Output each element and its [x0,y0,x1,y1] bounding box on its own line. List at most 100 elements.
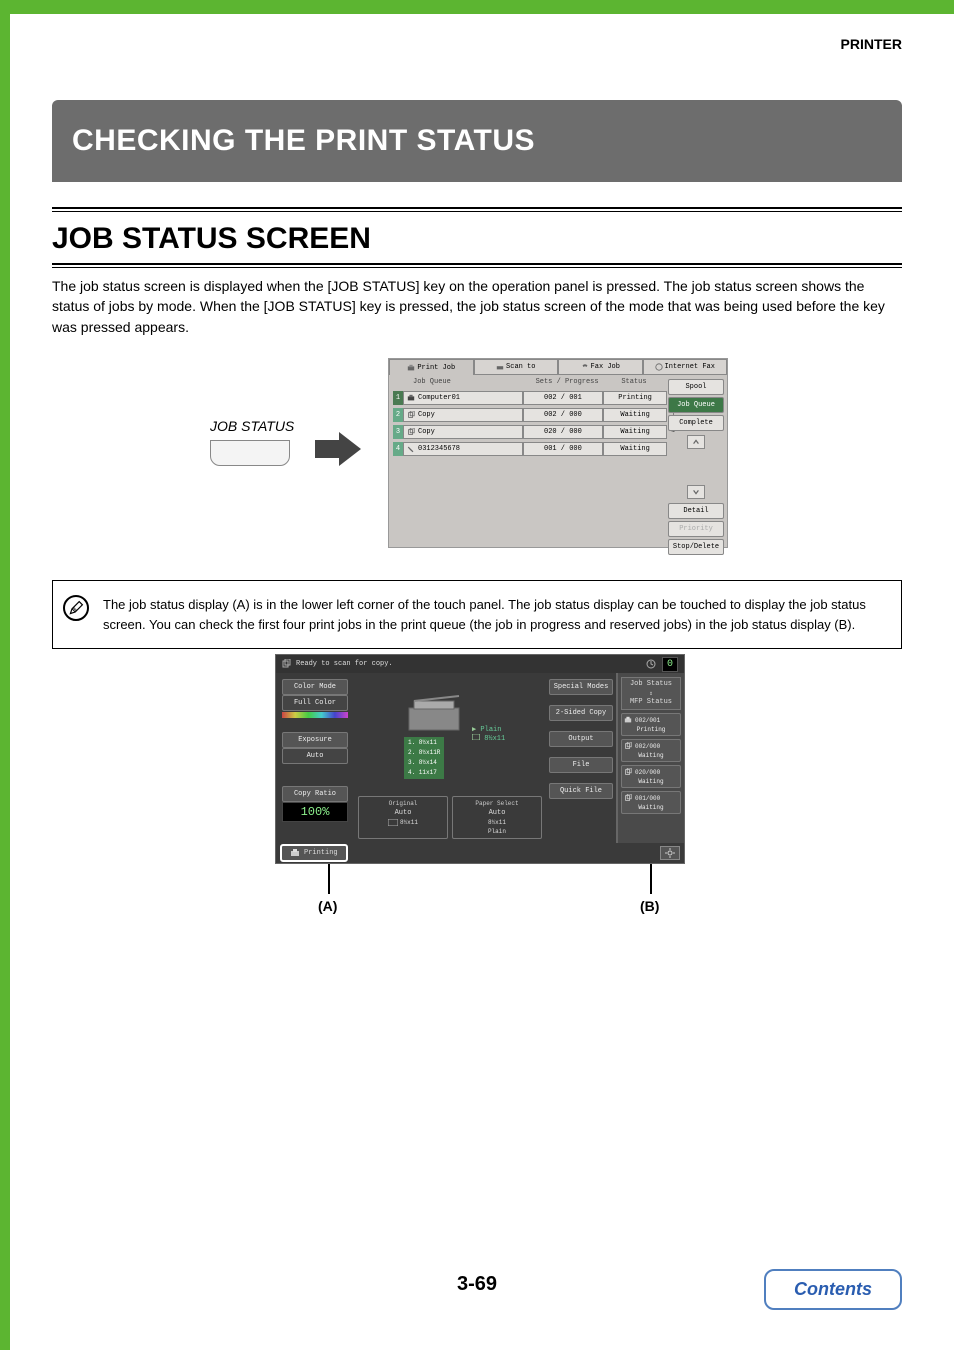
row-num: 2 [393,408,403,422]
detail-button[interactable]: Detail [668,503,724,519]
col-job-queue: Job Queue [393,378,529,386]
brightness-button[interactable] [660,846,680,860]
globe-icon [655,363,663,371]
original-value: Auto [395,809,412,817]
row-num: 4 [393,442,403,456]
tabs-row: Print Job Scan to Fax Job Internet Fax [389,359,727,375]
row-status: Waiting [603,442,667,456]
main-title-box: CHECKING THE PRINT STATUS [52,100,902,182]
mini-prog: 020/000 [635,769,660,776]
paper-buttons-row: Original Auto 8½x11 Paper Select Auto 8½… [358,796,542,839]
scroll-up-button[interactable] [687,435,705,449]
ready-text: Ready to scan for copy. [296,660,393,668]
row-name-text: Computer01 [418,392,460,404]
job-row-2[interactable]: 2 Copy 002 / 000 Waiting [393,407,667,423]
callout-a-label: (A) [318,898,337,914]
mini-stat: Printing [624,726,678,733]
special-modes-button[interactable]: Special Modes [549,679,613,695]
subtitle: JOB STATUS SCREEN [52,222,371,256]
chevron-up-icon [692,438,700,446]
row-progress: 001 / 000 [523,442,604,456]
row-name: Copy [403,408,523,422]
row-name-text: Copy [418,409,435,421]
copy-icon [407,411,415,419]
job-status-label: Job Status [622,680,680,689]
tab-scan-to[interactable]: Scan to [474,359,559,375]
quick-file-button[interactable]: Quick File [549,783,613,799]
paper-value: Auto [489,809,506,817]
row-progress: 002 / 001 [523,391,604,405]
copier-icon [404,693,464,733]
contents-button[interactable]: Contents [764,1269,902,1310]
cp-left-column: Color Mode Full Color Exposure Auto Copy… [276,673,354,843]
cp-top-left: Ready to scan for copy. [282,659,393,669]
phone-icon [407,445,415,453]
mfp-status-label: MFP Status [622,698,680,707]
two-sided-button[interactable]: 2-Sided Copy [549,705,613,721]
copy-ratio-group[interactable]: Copy Ratio 100% [282,786,348,822]
pencil-icon [68,600,84,616]
note-box: The job status display (A) is in the low… [52,580,902,649]
job-status-header[interactable]: Job Status ⇕ MFP Status [621,677,681,710]
mini-stat: Waiting [624,752,678,759]
row-status: Waiting [603,425,667,439]
column-headers: Job Queue Sets / Progress Status [389,375,667,389]
scroll-down-button[interactable] [687,485,705,499]
paper-icon [388,819,398,826]
file-button[interactable]: File [549,757,613,773]
mini-status-4[interactable]: 001/000 Waiting [621,791,681,814]
mini-status-2[interactable]: 002/000 Waiting [621,739,681,762]
row-name-text: Copy [418,426,435,438]
chevron-down-icon [692,488,700,496]
tab-label: Print Job [417,364,455,372]
priority-button[interactable]: Priority [668,521,724,537]
exposure-group[interactable]: Exposure Auto [282,732,348,764]
callout-b-label: (B) [640,898,659,914]
row-name-text: 0312345678 [418,443,460,455]
tab-internet-fax[interactable]: Internet Fax [643,359,728,375]
intro-paragraph: The job status screen is displayed when … [52,276,902,337]
size-text: 8½x11 [484,735,505,743]
job-row-1[interactable]: 1 Computer01 002 / 001 Printing [393,390,667,406]
rule-top [52,207,902,212]
copy-icon [624,794,632,802]
stop-delete-button[interactable]: Stop/Delete [668,539,724,555]
tab-fax-job[interactable]: Fax Job [558,359,643,375]
full-color-value: Full Color [282,695,348,711]
paper-select-label: Paper Select [456,800,538,807]
cp-bottom-bar: Printing [276,843,684,863]
job-status-sidebar: Job Status ⇕ MFP Status 002/001 Printing… [616,673,684,843]
job-queue-button[interactable]: Job Queue [668,397,724,413]
job-row-3[interactable]: 3 Copy 020 / 000 Waiting [393,424,667,440]
original-sub: 8½x11 [400,819,418,826]
arrow-head [339,432,361,466]
mini-stat: Waiting [624,804,678,811]
callout-a-line [328,864,330,894]
complete-button[interactable]: Complete [668,415,724,431]
spool-button[interactable]: Spool [668,379,724,395]
printer-icon [624,716,632,724]
tab-label: Scan to [506,363,535,371]
row-name: Copy [403,425,523,439]
cp-right-buttons: Special Modes 2-Sided Copy Output File Q… [546,673,616,843]
copy-ratio-button: Copy Ratio [282,786,348,802]
color-mode-group[interactable]: Color Mode Full Color [282,679,348,718]
tray-list: 1. 8½x11 2. 8½x11R 3. 8½x14 4. 11x17 [404,737,444,779]
output-button[interactable]: Output [549,731,613,747]
job-row-4[interactable]: 4 0312345678 001 / 000 Waiting [393,441,667,457]
tab-print-job[interactable]: Print Job [389,359,474,375]
row-name: 0312345678 [403,442,523,456]
rule-bottom [52,263,902,268]
tab-label: Fax Job [591,363,620,371]
copy-mode-icon [282,659,292,669]
mini-status-1[interactable]: 002/001 Printing [621,713,681,736]
mini-status-3[interactable]: 020/000 Waiting [621,765,681,788]
interrupt-icon [646,659,656,669]
printing-status-pill[interactable]: Printing [280,844,348,862]
original-label: Original [362,800,444,807]
original-button[interactable]: Original Auto 8½x11 [358,796,448,839]
paper-sub1: 8½x11 [488,819,506,826]
side-green-bar [0,0,10,1350]
paper-select-button[interactable]: Paper Select Auto 8½x11 Plain [452,796,542,839]
tray-3: 3. 8½x14 [408,758,440,768]
